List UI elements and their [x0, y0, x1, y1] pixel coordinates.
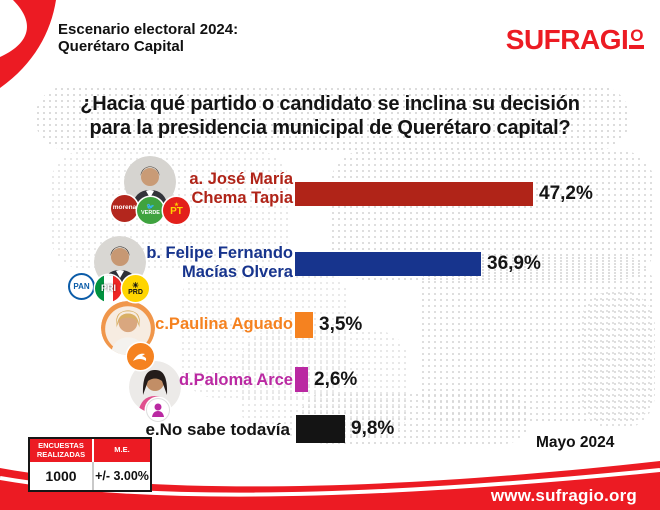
corner-arc-decoration [0, 0, 56, 88]
candidate-label-paloma-arce: d.Paloma Arce [179, 371, 293, 390]
footer-url: www.sufragio.org [490, 486, 637, 505]
candidate-label-line1: c.Paulina Aguado [155, 315, 293, 333]
question-line2: para la presidencia municipal de Queréta… [89, 117, 571, 139]
candidate-label-no-sabe: e.No sabe todavía [145, 420, 290, 439]
logo-movimiento-ciudadano-icon [127, 343, 154, 370]
table-header-encuestas: ENCUESTAS REALIZADAS [30, 439, 94, 462]
brand-logo-ordinal: O [629, 26, 644, 49]
result-bar-chema-tapia [295, 182, 533, 206]
surveys-table: ENCUESTAS REALIZADAS M.E. 1000 +/- 3.00% [28, 437, 152, 492]
question-line1: ¿Hacia qué partido o candidato se inclin… [80, 93, 580, 115]
result-row-a: 47,2% [295, 182, 593, 206]
result-row-b: 36,9% [295, 252, 541, 276]
result-value-paulina-aguado: 3,5% [319, 314, 363, 335]
logo-prd-label: PRD [128, 288, 143, 296]
logo-morena-label: morena [112, 204, 137, 212]
result-value-no-sabe: 9,8% [351, 418, 395, 439]
result-value-chema-tapia: 47,2% [539, 183, 593, 204]
result-row-d: 2,6% [295, 367, 357, 392]
logo-pri-icon: PRI [95, 275, 122, 302]
result-row-c: 3,5% [295, 312, 362, 338]
logo-pan-label: PAN [73, 281, 90, 291]
surveys-table-row: 1000 +/- 3.00% [30, 462, 150, 490]
report-title-line2: Querétaro Capital [58, 38, 184, 55]
result-value-paloma-arce: 2,6% [314, 368, 358, 390]
candidate-photo-paulina-aguado [101, 301, 155, 355]
logo-verde-icon: 🐦 VERDE [137, 197, 164, 224]
candidate-label-macias-olvera: b. Felipe Fernando Macías Olvera [146, 244, 293, 282]
table-value-me: +/- 3.00% [95, 469, 149, 483]
result-bar-no-sabe [296, 415, 345, 443]
logo-pt-label: PT [170, 206, 183, 217]
candidate-label-chema-tapia: a. José María Chema Tapia [189, 170, 293, 208]
logo-morena-icon: morena [111, 195, 138, 222]
candidate-label-line1: b. Felipe Fernando [146, 244, 293, 262]
table-header-me: M.E. [114, 445, 130, 455]
candidate-label-line2: Chema Tapia [191, 189, 293, 207]
candidate-label-paulina-aguado: c.Paulina Aguado [155, 315, 293, 334]
date-label: Mayo 2024 [536, 434, 615, 451]
candidate-label-line1: e.No sabe todavía [145, 420, 290, 439]
logo-verde-label: VERDE [141, 210, 160, 217]
brand-logo-text: SUFRAGI [505, 24, 629, 55]
logo-pri-label: PRI [100, 283, 116, 293]
candidate-label-line1: a. José María [189, 170, 293, 188]
result-bar-macias-olvera [295, 252, 481, 276]
map-dots-pattern [420, 255, 655, 425]
logo-pan-icon: PAN [68, 273, 95, 300]
logo-prd-icon: ☀ PRD [122, 275, 149, 302]
candidate-label-line2: Macías Olvera [182, 263, 293, 281]
table-value-encuestas: 1000 [30, 462, 94, 490]
result-row-e: 9,8% [296, 415, 394, 443]
surveys-table-header: ENCUESTAS REALIZADAS M.E. [30, 439, 150, 462]
logo-queretaro-seguro-icon [146, 398, 170, 422]
map-dots-pattern [580, 290, 655, 430]
question-title: ¿Hacia qué partido o candidato se inclin… [0, 92, 660, 140]
logo-pt-icon: ★ PT [163, 197, 190, 224]
candidate-label-line1: d.Paloma Arce [178, 371, 293, 389]
result-bar-paloma-arce [295, 367, 308, 392]
result-bar-paulina-aguado [295, 312, 313, 338]
brand-logo: SUFRAGI O [506, 21, 644, 55]
result-value-macias-olvera: 36,9% [487, 253, 541, 274]
report-title-line1: Escenario electoral 2024: [58, 21, 239, 38]
report-title: Escenario electoral 2024: Querétaro Capi… [58, 21, 238, 55]
